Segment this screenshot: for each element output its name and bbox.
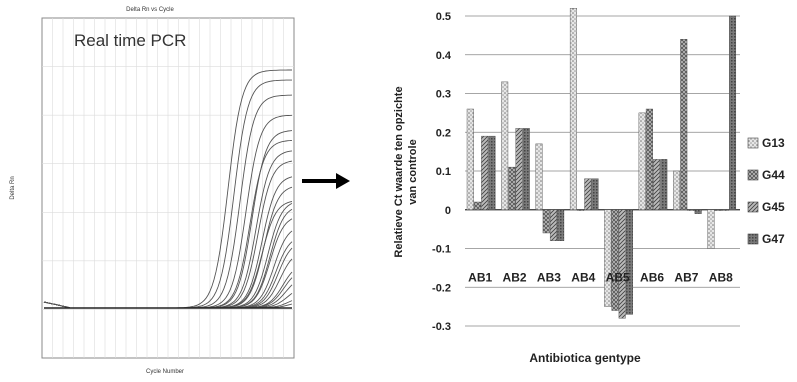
arrow-right-icon (296, 160, 356, 200)
y-tick-label: -0.1 (432, 244, 451, 256)
y-label-line: Relatieve Ct waarde ten opzichte (393, 86, 405, 257)
chart-gridlines (465, 15, 740, 327)
y-tick-label: 0.2 (436, 127, 451, 139)
x-tick-label: AB1 (468, 270, 492, 284)
bar-g45-ab3 (549, 209, 557, 241)
bar-g45-ab7 (687, 209, 695, 211)
x-tick-label: AB6 (640, 270, 664, 284)
chart-y-label: Relatieve Ct waarde ten opzichte van cont… (393, 86, 419, 257)
pcr-curves (43, 69, 293, 309)
pcr-x-label: Cycle Number (146, 369, 184, 375)
bar-g13-ab8 (707, 209, 715, 249)
y-tick-label: 0.1 (436, 166, 451, 178)
legend-label-g13: G13 (762, 136, 785, 150)
legend-label-g47: G47 (762, 232, 785, 246)
bar-g44-ab8 (714, 209, 722, 211)
y-tick-label: -0.3 (432, 321, 451, 333)
bar-g47-ab4 (591, 178, 599, 210)
y-tick-label: 0.4 (436, 50, 452, 62)
chart-y-ticks: 0.5 0.4 0.3 0.2 0.1 0 -0.1 -0.2 -0.3 (432, 11, 452, 333)
x-tick-label: AB4 (571, 270, 595, 284)
legend-swatch-g47 (747, 233, 759, 245)
bar-g13-ab4 (569, 8, 577, 210)
bar-g45-ab8 (721, 209, 729, 211)
bar-g47-ab8 (729, 15, 737, 210)
bar-g47-ab6 (660, 159, 668, 210)
bar-chart: 0.5 0.4 0.3 0.2 0.1 0 -0.1 -0.2 -0.3 AB1 AB2 AB3 AB… (380, 0, 797, 377)
legend-swatch-g44 (747, 169, 759, 181)
bar-g13-ab2 (501, 81, 509, 210)
x-tick-label: AB2 (503, 270, 527, 284)
legend-label-g44: G44 (762, 168, 785, 182)
bar-g44-ab2 (508, 166, 516, 210)
bar-g45-ab4 (584, 178, 592, 210)
bar-g45-ab5 (618, 209, 626, 319)
legend-label-g45: G45 (762, 200, 785, 214)
bar-g13-ab6 (638, 112, 646, 210)
y-tick-label: -0.2 (432, 282, 451, 294)
bar-g44-ab7 (680, 39, 688, 210)
pcr-y-label: Delta Rn (10, 176, 16, 199)
bar-g13-ab7 (673, 170, 681, 210)
chart-legend: G13 G44 G45 G47 (747, 136, 785, 246)
x-tick-label: AB8 (709, 270, 733, 284)
bar-g45-ab2 (515, 128, 523, 210)
bar-g44-ab6 (645, 108, 653, 210)
x-tick-label: AB7 (674, 270, 698, 284)
bar-g47-ab1 (488, 135, 496, 210)
y-label-line: van controle (407, 139, 419, 204)
chart-x-ticks: AB1 AB2 AB3 AB4 AB5 AB6 AB7 AB8 (468, 270, 733, 284)
x-tick-label: AB5 (606, 270, 630, 284)
legend-swatch-g45 (747, 201, 759, 213)
pcr-plot-svg: Delta Rn vs Cycle Real time PCR Delta Rn… (10, 7, 295, 375)
bar-chart-svg: 0.50.40.30.20.10-0.1-0.2-0.3 AB1 AB2 AB3 AB… (393, 8, 785, 365)
pcr-top-title: Delta Rn vs Cycle (126, 7, 174, 13)
bar-g44-ab1 (473, 201, 481, 210)
pcr-label: Real time PCR (74, 31, 186, 50)
bar-g47-ab2 (522, 128, 530, 210)
pcr-amplification-plot: Delta Rn vs Cycle Real time PCR Delta Rn… (0, 0, 300, 377)
bar-g47-ab5 (625, 209, 633, 315)
bar-g45-ab1 (481, 135, 489, 210)
y-tick-label: 0 (445, 205, 451, 217)
bar-g47-ab7 (694, 209, 702, 214)
y-tick-label: 0.5 (436, 11, 451, 23)
bar-g44-ab5 (611, 209, 619, 311)
bar-g45-ab6 (653, 159, 661, 210)
x-tick-label: AB3 (537, 270, 561, 284)
bar-g13-ab5 (604, 209, 612, 307)
bar-g44-ab3 (542, 209, 550, 234)
y-tick-label: 0.3 (436, 89, 451, 101)
chart-bars (466, 8, 737, 319)
bar-g47-ab3 (557, 209, 565, 241)
legend-swatch-g13 (747, 137, 759, 149)
bar-g44-ab4 (577, 209, 585, 211)
bar-g13-ab3 (535, 143, 543, 210)
chart-x-label: Antibiotica gentype (529, 351, 641, 365)
bar-g13-ab1 (466, 108, 474, 210)
